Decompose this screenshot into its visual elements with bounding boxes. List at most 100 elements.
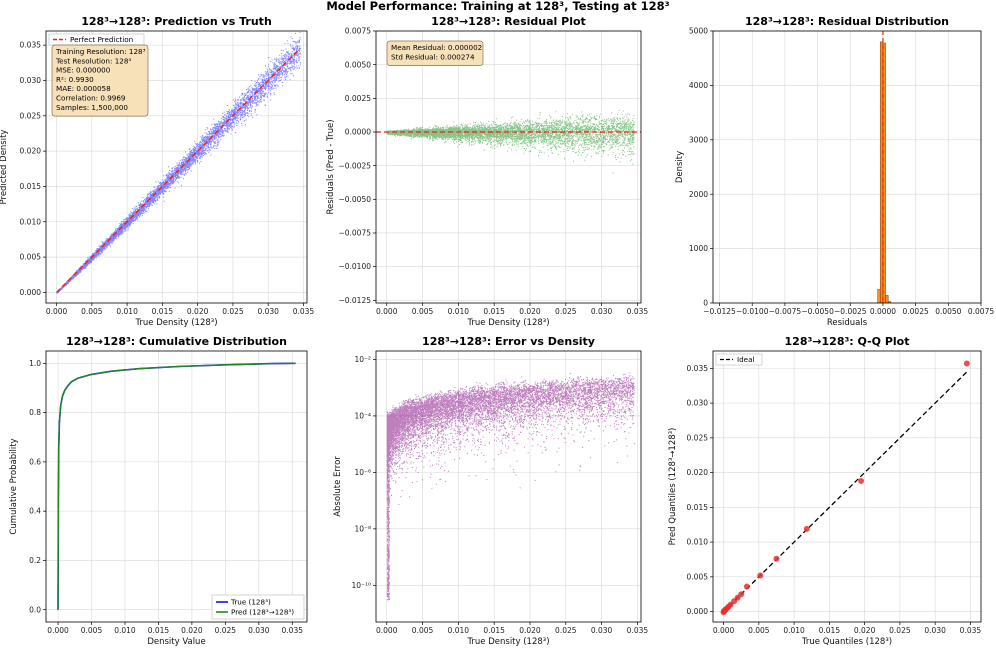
plot-area: [386, 372, 635, 601]
y-axis-label: Residuals (Pred - True): [326, 119, 336, 214]
stats-info-box: [51, 44, 149, 117]
panel-qq-plot: 0.000 0.005 0.010 0.015 0.020 0.025 0.030 0.035…: [668, 335, 982, 647]
x-tick-label: 0.030: [591, 626, 613, 635]
y-tick-label: 0.0050: [345, 60, 371, 69]
histogram-bar: [885, 295, 889, 303]
x-tick-label: 0.000: [376, 626, 398, 635]
y-tick-label: 0.2: [29, 556, 41, 565]
x-tick-label: 0.000: [376, 307, 398, 316]
qq-point: [858, 477, 865, 484]
x-axis-label: True Density (128³): [466, 637, 549, 647]
x-tick-label: 0.030: [591, 307, 613, 316]
y-tick-label: −0.0075: [338, 229, 371, 238]
x-tick-label: 0.010: [448, 626, 470, 635]
y-tick-label: 0.030: [687, 399, 709, 408]
x-tick-label: 0.020: [187, 307, 209, 316]
x-axis-label: Density Value: [147, 637, 205, 647]
stats-info-line: Test Resolution: 128³: [55, 56, 131, 65]
x-axis-label: True Density (128³): [466, 318, 549, 328]
y-tick-label: 10⁻¹⁰: [351, 581, 371, 590]
residual-stats-box: [386, 40, 484, 66]
y-tick-label: 0.025: [687, 433, 709, 442]
panel-prediction-vs-truth: 0.000 0.005 0.010 0.015 0.020 0.025 0.030 0.035…: [0, 15, 314, 328]
plot-area: [56, 31, 301, 294]
y-tick-label: −0.0025: [338, 161, 371, 170]
y-tick-label: 0: [703, 299, 708, 308]
y-tick-label: 0.035: [687, 364, 709, 373]
y-tick-label: 1000: [689, 244, 708, 253]
x-tick-label: 0.015: [483, 307, 505, 316]
perfect-prediction-line: [56, 48, 301, 293]
y-tick-label: 1.0: [29, 359, 41, 368]
legend-label: Pred (128³→128³): [231, 608, 294, 617]
y-axis-label: Absolute Error: [333, 456, 343, 517]
plot-frame: [45, 30, 308, 304]
x-tick-label: 0.025: [889, 626, 911, 635]
plot-area: [877, 31, 892, 303]
plot-frame: [375, 350, 642, 623]
panel-title: 128³→128³: Cumulative Distribution: [66, 335, 287, 348]
x-tick-label: 0.005: [81, 626, 103, 635]
stats-info-line: R²: 0.9930: [56, 75, 94, 84]
x-tick-label: 0.035: [282, 626, 304, 635]
y-tick-label: 0.010: [687, 538, 709, 547]
x-tick-label: 0.005: [412, 626, 434, 635]
legend-box: [211, 594, 305, 620]
x-axis-label: True Quantiles (128³): [801, 637, 892, 647]
y-tick-label: −0.0100: [338, 262, 371, 271]
legend-label: Perfect Prediction: [70, 35, 133, 44]
stats-info-line: MAE: 0.000058: [56, 84, 111, 93]
y-tick-label: 0.010: [20, 217, 42, 226]
x-tick-label: 0.020: [519, 307, 541, 316]
y-tick-label: −0.0125: [338, 296, 371, 305]
panel-title: 128³→128³: Prediction vs Truth: [81, 15, 272, 28]
x-tick-label: −0.0125: [703, 307, 736, 316]
legend-label: True (128³): [230, 598, 271, 607]
x-tick-label: 0.000: [46, 307, 68, 316]
x-tick-label: 0.025: [215, 626, 237, 635]
y-tick-label: 0.0000: [345, 128, 371, 137]
x-tick-label: 0.010: [783, 626, 805, 635]
residual-stats-line: Mean Residual: 0.000002: [391, 43, 482, 52]
y-tick-label: 0.0: [29, 605, 41, 614]
x-tick-label: 0.030: [248, 626, 270, 635]
y-tick-label: 0.025: [20, 111, 42, 120]
residual-stats-line: Std Residual: 0.000274: [391, 52, 475, 61]
x-tick-label: 0.015: [819, 626, 841, 635]
y-tick-label: 0.8: [29, 408, 41, 417]
x-tick-label: 0.0075: [968, 307, 994, 316]
qq-point: [743, 583, 750, 590]
x-tick-label: 0.010: [448, 307, 470, 316]
plot-area: [57, 362, 296, 610]
panel-residual-distribution: −0.0125 −0.0100 −0.0075 −0.0050 −0.0025 0.000…: [675, 15, 994, 328]
x-tick-label: 0.0000: [870, 307, 896, 316]
x-tick-label: −0.0050: [801, 307, 834, 316]
y-tick-label: 0.000: [20, 288, 42, 297]
plot-frame: [712, 350, 982, 623]
qq-point: [757, 572, 764, 579]
y-tick-label: 0.005: [20, 253, 42, 262]
stats-info-line: Correlation: 0.9969: [56, 94, 126, 103]
y-tick-label: 0.000: [687, 607, 709, 616]
x-axis-label: Residuals: [827, 318, 868, 328]
x-tick-label: 0.0050: [935, 307, 961, 316]
x-tick-label: 0.005: [748, 626, 770, 635]
stats-info-line: MSE: 0.000000: [56, 66, 111, 75]
y-tick-label: −0.0050: [338, 195, 371, 204]
plot-frame: [45, 350, 308, 623]
x-tick-label: 0.005: [81, 307, 103, 316]
y-tick-label: 10⁻⁸: [354, 524, 371, 533]
y-axis-label: Cumulative Probability: [9, 438, 19, 534]
stats-info-line: Samples: 1,500,000: [56, 103, 128, 112]
x-axis-label: True Density (128³): [134, 318, 217, 328]
error-points: [386, 372, 635, 601]
scatter-points: [56, 31, 301, 294]
x-tick-label: 0.005: [412, 307, 434, 316]
plot-frame: [712, 30, 982, 304]
suptitle: Model Performance: Training at 128³, Tes…: [326, 0, 669, 13]
legend-label: Ideal: [737, 355, 755, 364]
y-tick-label: 0.0025: [345, 94, 371, 103]
plot-frame: [375, 30, 642, 304]
x-tick-label: 0.030: [924, 626, 946, 635]
